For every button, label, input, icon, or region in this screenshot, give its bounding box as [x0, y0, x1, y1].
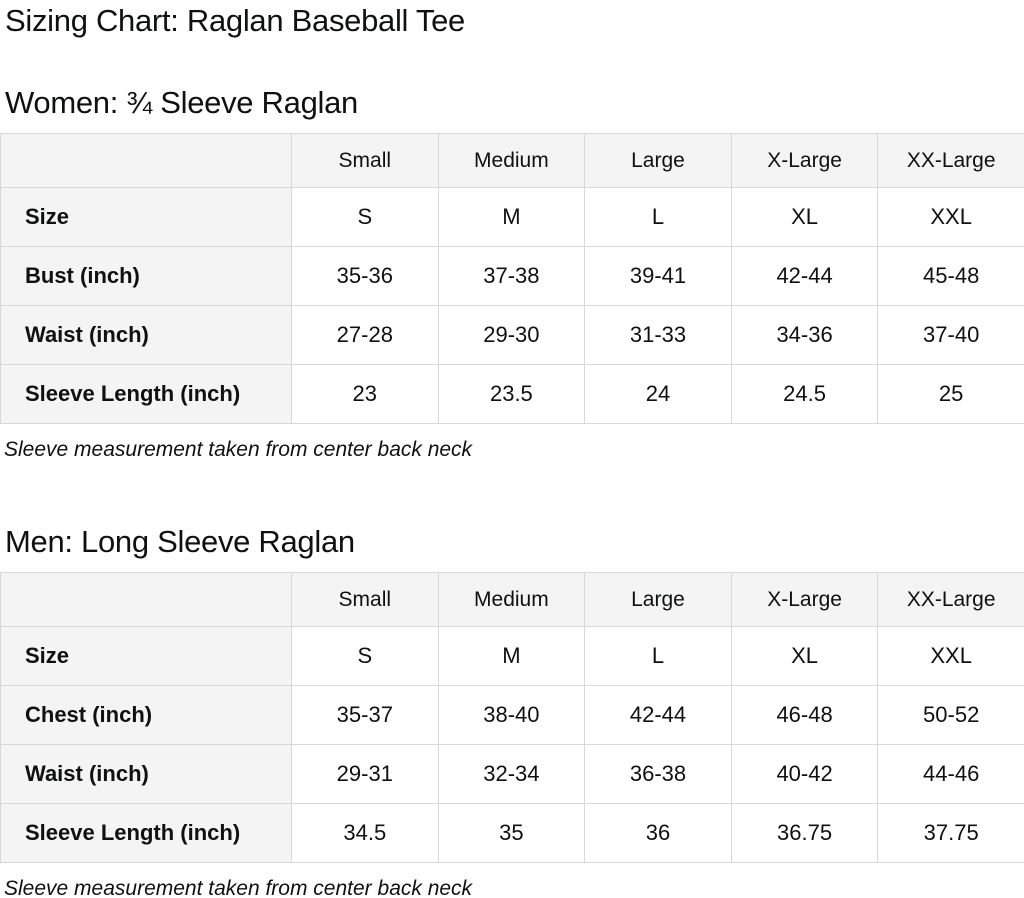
table-cell: 35-36 — [291, 246, 439, 306]
table-cell: M — [437, 626, 586, 686]
column-header-xx-large: XX-Large — [877, 572, 1024, 627]
table-cell: 38-40 — [437, 685, 586, 745]
table-cell: 23.5 — [437, 364, 586, 424]
men-section-heading: Men: Long Sleeve Raglan — [5, 524, 355, 559]
table-cell: 23 — [291, 364, 439, 424]
table-cell: 29-31 — [291, 744, 439, 804]
table-cell: 42-44 — [584, 685, 732, 745]
table-cell: 24.5 — [730, 364, 879, 424]
column-header-xx-large: XX-Large — [877, 133, 1024, 188]
table-cell: 37-40 — [877, 305, 1024, 365]
table-row-waist: Waist (inch) 29-31 32-34 36-38 40-42 44-… — [0, 744, 1024, 804]
row-label-bust: Bust (inch) — [0, 246, 292, 306]
table-cell: 37-38 — [437, 246, 586, 306]
table-row-waist: Waist (inch) 27-28 29-30 31-33 34-36 37-… — [0, 305, 1024, 365]
table-cell: 50-52 — [877, 685, 1024, 745]
table-cell: 37.75 — [877, 803, 1024, 863]
men-size-table: Small Medium Large X-Large XX-Large Size… — [0, 572, 1024, 863]
table-row-sleeve-length: Sleeve Length (inch) 34.5 35 36 36.75 37… — [0, 803, 1024, 863]
table-row-bust: Bust (inch) 35-36 37-38 39-41 42-44 45-4… — [0, 246, 1024, 306]
table-cell: XL — [730, 187, 879, 247]
table-cell: 36 — [584, 803, 732, 863]
table-cell: L — [584, 626, 732, 686]
table-cell: 36.75 — [730, 803, 879, 863]
table-cell: S — [291, 626, 439, 686]
table-row-chest: Chest (inch) 35-37 38-40 42-44 46-48 50-… — [0, 685, 1024, 745]
row-label-sleeve-length: Sleeve Length (inch) — [0, 803, 292, 863]
table-cell: 45-48 — [877, 246, 1024, 306]
corner-cell — [0, 572, 292, 627]
row-label-waist: Waist (inch) — [0, 305, 292, 365]
table-cell: 40-42 — [730, 744, 879, 804]
corner-cell — [0, 133, 292, 188]
table-cell: XXL — [877, 626, 1024, 686]
column-header-small: Small — [291, 572, 439, 627]
column-header-medium: Medium — [437, 572, 586, 627]
row-label-sleeve-length: Sleeve Length (inch) — [0, 364, 292, 424]
table-cell: 35 — [437, 803, 586, 863]
women-size-table: Small Medium Large X-Large XX-Large Size… — [0, 133, 1024, 424]
table-row-sleeve-length: Sleeve Length (inch) 23 23.5 24 24.5 25 — [0, 364, 1024, 424]
table-cell: L — [584, 187, 732, 247]
women-sleeve-note: Sleeve measurement taken from center bac… — [4, 438, 473, 461]
men-table-header-row: Small Medium Large X-Large XX-Large — [0, 572, 1024, 627]
column-header-large: Large — [584, 572, 732, 627]
row-label-waist: Waist (inch) — [0, 744, 292, 804]
men-sleeve-note: Sleeve measurement taken from center bac… — [4, 877, 473, 898]
table-row-size: Size S M L XL XXL — [0, 626, 1024, 686]
table-cell: 29-30 — [437, 305, 586, 365]
table-cell: 24 — [584, 364, 732, 424]
table-cell: 25 — [877, 364, 1024, 424]
table-cell: 36-38 — [584, 744, 732, 804]
row-label-size: Size — [0, 626, 292, 686]
women-section: Women: ¾ Sleeve Raglan Small Medium Larg… — [0, 84, 1024, 462]
table-cell: 44-46 — [877, 744, 1024, 804]
men-section: Men: Long Sleeve Raglan Small Medium Lar… — [0, 523, 1024, 898]
table-cell: M — [437, 187, 586, 247]
table-cell: XXL — [877, 187, 1024, 247]
column-header-x-large: X-Large — [730, 133, 879, 188]
table-cell: 42-44 — [730, 246, 879, 306]
column-header-small: Small — [291, 133, 439, 188]
table-cell: 27-28 — [291, 305, 439, 365]
page-title: Sizing Chart: Raglan Baseball Tee — [5, 3, 465, 38]
women-section-heading: Women: ¾ Sleeve Raglan — [5, 85, 358, 120]
table-cell: 32-34 — [437, 744, 586, 804]
column-header-medium: Medium — [437, 133, 586, 188]
row-label-chest: Chest (inch) — [0, 685, 292, 745]
table-cell: XL — [730, 626, 879, 686]
table-cell: 46-48 — [730, 685, 879, 745]
table-cell: 35-37 — [291, 685, 439, 745]
column-header-large: Large — [584, 133, 732, 188]
table-cell: 34-36 — [730, 305, 879, 365]
column-header-x-large: X-Large — [730, 572, 879, 627]
table-cell: 34.5 — [291, 803, 439, 863]
women-table-header-row: Small Medium Large X-Large XX-Large — [0, 133, 1024, 188]
row-label-size: Size — [0, 187, 292, 247]
table-row-size: Size S M L XL XXL — [0, 187, 1024, 247]
table-cell: 39-41 — [584, 246, 732, 306]
table-cell: S — [291, 187, 439, 247]
table-cell: 31-33 — [584, 305, 732, 365]
